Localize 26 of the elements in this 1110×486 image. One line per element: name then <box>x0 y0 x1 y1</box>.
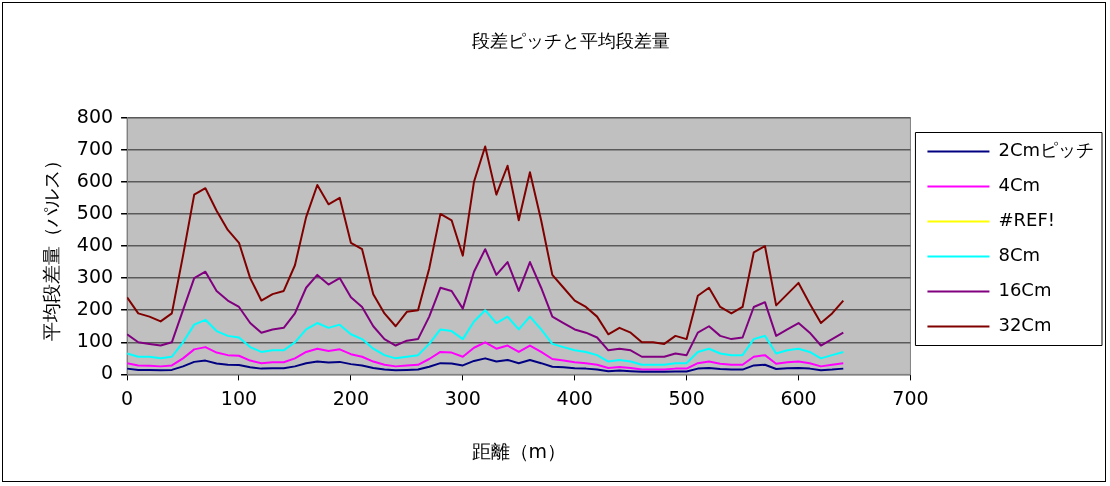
legend-label: 16Cm <box>998 279 1052 301</box>
y-tick-label: 800 <box>76 104 114 127</box>
x-tick-label: 100 <box>220 386 258 409</box>
x-axis-title: 距離（m） <box>471 439 567 462</box>
x-tick-label: 200 <box>332 386 370 409</box>
chart-title: 段差ピッチと平均段差量 <box>472 30 670 52</box>
x-tick-label: 400 <box>556 386 593 409</box>
y-tick-label: 600 <box>76 168 114 191</box>
x-tick-label: 300 <box>444 386 481 409</box>
y-tick-label: 300 <box>76 265 114 288</box>
legend-label: 32Cm <box>998 314 1052 336</box>
y-tick-label: 100 <box>76 329 114 352</box>
y-tick-label: 0 <box>100 361 114 384</box>
y-tick-label: 500 <box>76 200 114 223</box>
x-tick-label: 700 <box>892 386 929 409</box>
y-axis-title: 平均段差量（パルス） <box>40 151 63 341</box>
x-tick-label: 0 <box>121 386 134 409</box>
x-tick-label: 500 <box>668 386 705 409</box>
y-tick-label: 700 <box>76 136 114 159</box>
legend-label: #REF! <box>998 209 1055 231</box>
x-tick-label: 600 <box>780 386 817 409</box>
legend-label: 8Cm <box>998 244 1041 266</box>
legend-label: 2Cmピッチ <box>998 139 1095 161</box>
legend-label: 4Cm <box>998 174 1041 196</box>
y-tick-label: 200 <box>76 297 114 320</box>
y-tick-label: 400 <box>76 232 114 255</box>
